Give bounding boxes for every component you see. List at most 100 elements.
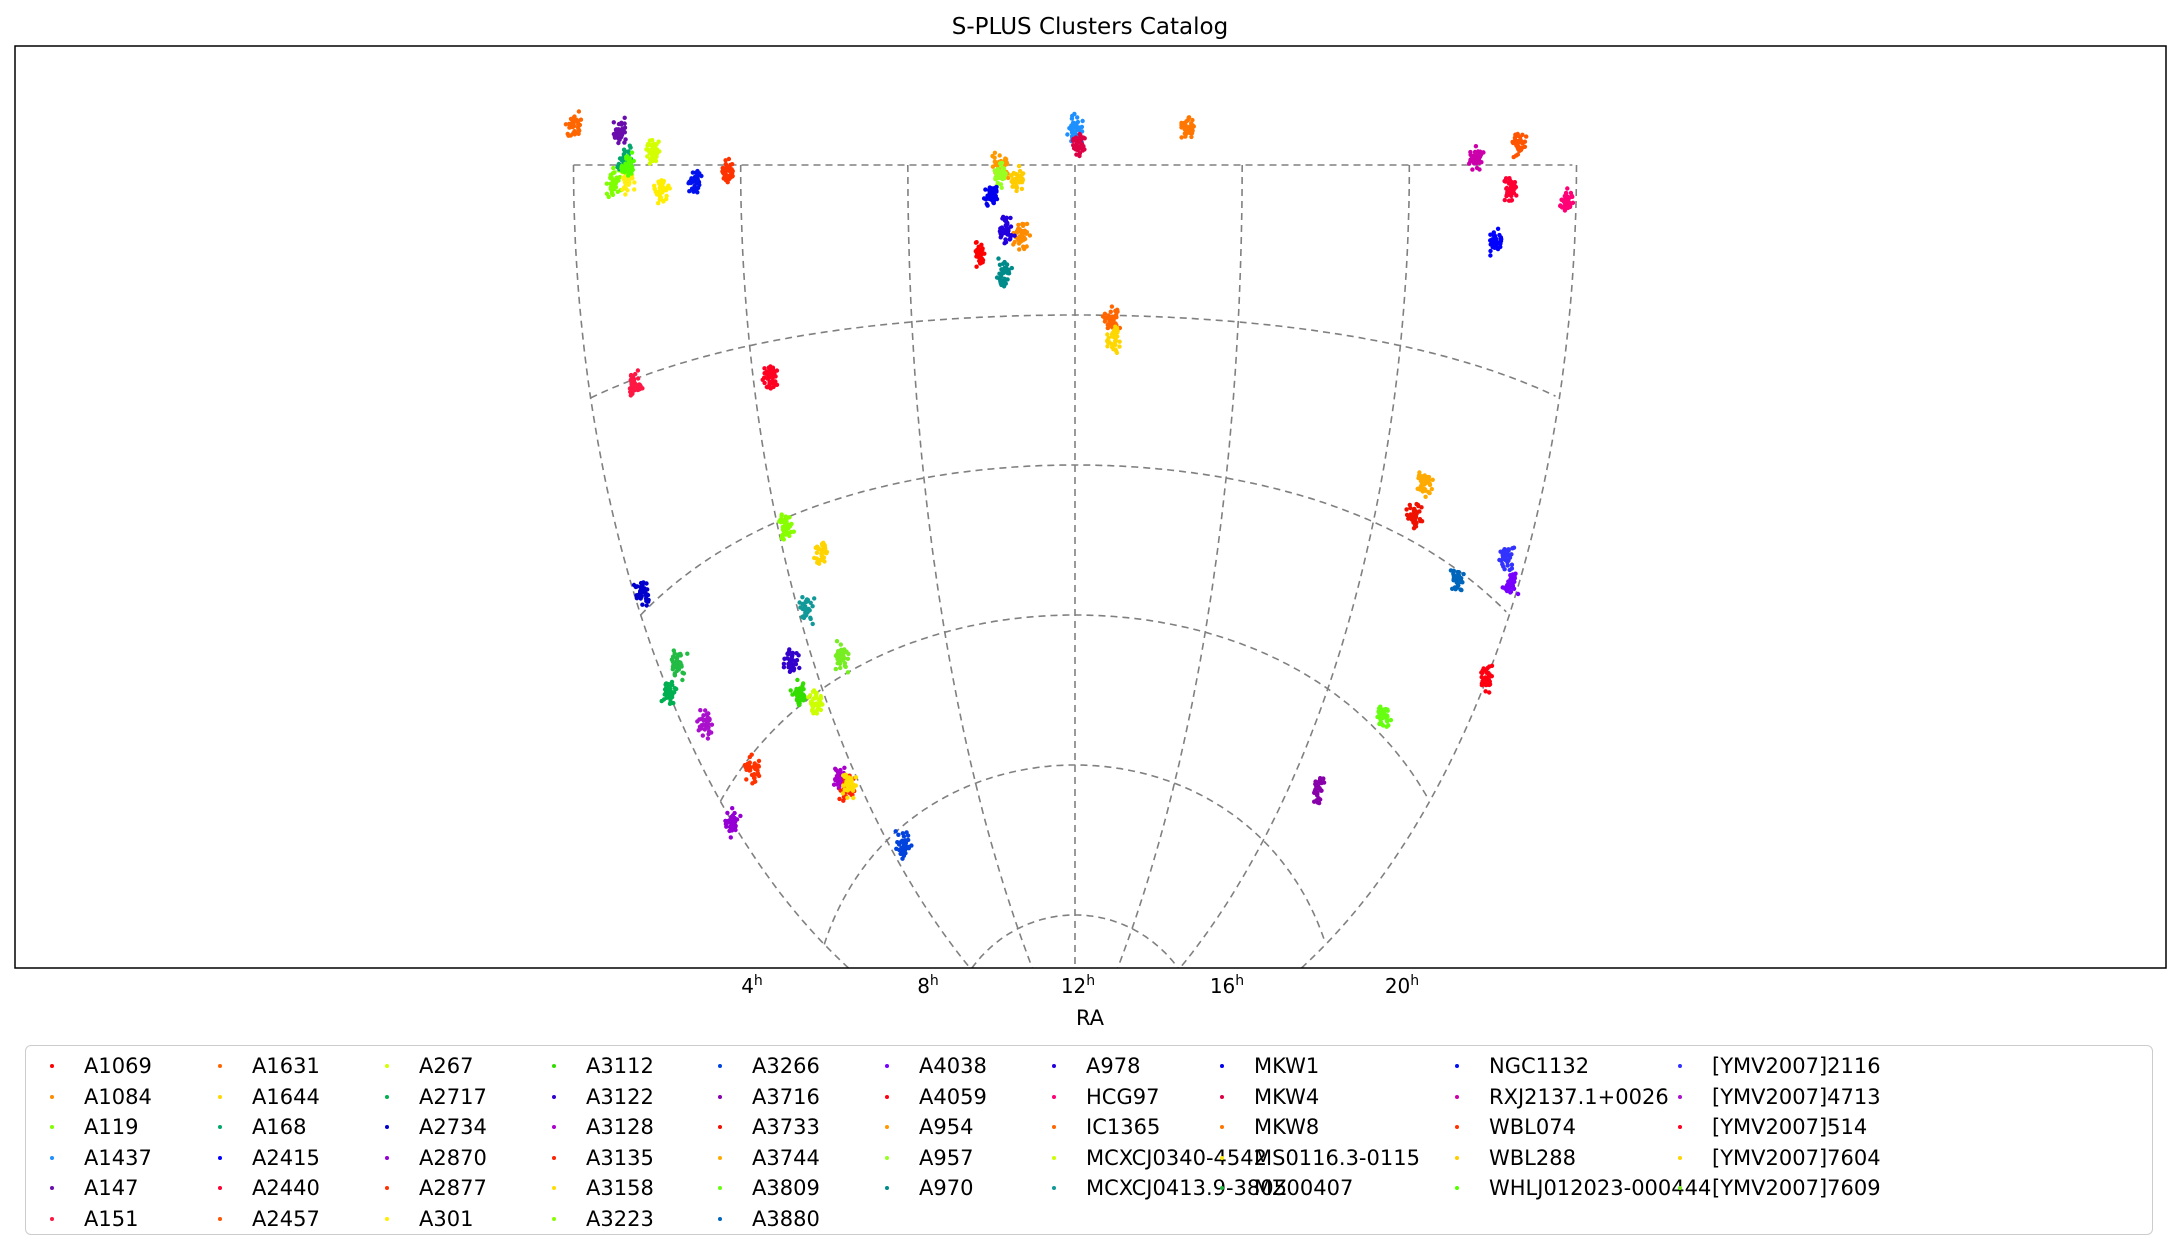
legend-label: A168 <box>252 1115 307 1139</box>
data-point <box>795 677 800 683</box>
data-point <box>1072 111 1077 117</box>
data-point <box>1005 277 1010 282</box>
data-point <box>671 690 676 695</box>
data-point <box>1380 722 1385 727</box>
legend-marker <box>552 1125 556 1129</box>
data-point <box>1504 550 1510 555</box>
data-point <box>1017 180 1022 185</box>
data-point <box>973 249 978 254</box>
legend-marker <box>1455 1125 1459 1129</box>
data-point <box>1105 332 1110 337</box>
data-point <box>1454 585 1460 590</box>
data-point <box>894 846 899 851</box>
data-point <box>1422 473 1427 478</box>
data-point <box>1468 152 1473 157</box>
series-a3809 <box>1375 704 1394 729</box>
legend-label: A2457 <box>252 1206 320 1231</box>
legend-item: A3223 <box>528 1204 654 1234</box>
data-point <box>752 763 757 768</box>
data-point <box>619 122 624 127</box>
data-point <box>1102 311 1108 316</box>
data-point <box>1515 591 1521 597</box>
data-point <box>780 532 786 537</box>
legend-label: WBL288 <box>1489 1145 1576 1170</box>
data-point <box>843 787 848 793</box>
data-point <box>1483 682 1489 688</box>
data-point <box>1017 238 1022 244</box>
data-point <box>853 783 858 788</box>
data-point <box>1113 324 1118 329</box>
data-point <box>616 140 621 146</box>
data-point <box>626 159 631 165</box>
legend-marker <box>1678 1094 1682 1099</box>
legend-label: MKW8 <box>1254 1115 1320 1139</box>
data-point <box>790 651 795 656</box>
data-point <box>1505 190 1510 195</box>
series-a2877 <box>742 752 762 786</box>
data-point <box>779 512 784 517</box>
legend-item: A3880 <box>694 1204 820 1234</box>
legend-item: WBL288 <box>1431 1143 1576 1173</box>
data-point <box>1510 572 1515 577</box>
data-point <box>1321 776 1326 781</box>
data-point <box>789 666 794 672</box>
data-point <box>654 154 659 159</box>
series-a1069 <box>973 240 987 269</box>
legend-marker <box>385 1125 389 1129</box>
parallel-line <box>823 764 1326 945</box>
data-point <box>727 824 733 830</box>
data-point <box>657 149 662 154</box>
series-a3223 <box>777 512 796 542</box>
data-point <box>750 773 756 778</box>
data-point <box>1426 477 1432 483</box>
data-point <box>845 656 851 661</box>
data-point <box>992 150 998 155</box>
data-point <box>645 143 650 148</box>
data-point <box>1113 338 1118 343</box>
data-point <box>787 533 792 539</box>
data-point <box>658 196 663 201</box>
legend-marker <box>1052 1094 1056 1099</box>
series-a3122 <box>781 647 802 674</box>
legend-item: A970 <box>861 1173 973 1203</box>
data-point <box>687 189 692 194</box>
data-point <box>801 698 806 703</box>
data-point <box>1489 239 1495 244</box>
data-point <box>645 587 650 592</box>
legend-item: MKW8 <box>1196 1112 1319 1142</box>
data-point <box>723 161 728 167</box>
data-point <box>999 226 1004 231</box>
legend-marker <box>885 1125 889 1129</box>
data-point <box>1002 176 1007 181</box>
legend-item: WHLJ012023-000444 <box>1431 1173 1711 1203</box>
data-point <box>659 698 664 704</box>
legend-label: A1437 <box>84 1145 152 1170</box>
data-point <box>1388 717 1394 723</box>
legend-marker <box>50 1094 54 1099</box>
data-point <box>645 154 650 159</box>
data-point <box>636 593 641 598</box>
data-point <box>570 121 575 127</box>
series-a3158 <box>840 772 859 801</box>
data-point <box>611 120 616 125</box>
data-point <box>1454 580 1460 585</box>
legend-label: NGC1132 <box>1489 1054 1590 1078</box>
data-point <box>1411 520 1416 525</box>
legend-item: MCXCJ0413.9-3805 <box>1028 1173 1287 1203</box>
data-point <box>1082 136 1087 141</box>
legend-item: A168 <box>194 1112 306 1142</box>
data-point <box>1563 192 1568 197</box>
legend-marker <box>885 1094 889 1099</box>
series-a3733 <box>1404 501 1425 531</box>
data-point <box>786 649 792 654</box>
data-point <box>1074 141 1079 146</box>
data-point <box>1075 119 1081 125</box>
series-mz00407 <box>669 648 690 683</box>
data-point <box>1487 679 1493 684</box>
data-point <box>701 713 706 718</box>
data-point <box>1024 230 1030 235</box>
data-point <box>1502 567 1507 572</box>
data-point <box>1417 509 1422 514</box>
series-whlj012023-000444 <box>619 150 636 178</box>
data-point <box>768 374 773 380</box>
